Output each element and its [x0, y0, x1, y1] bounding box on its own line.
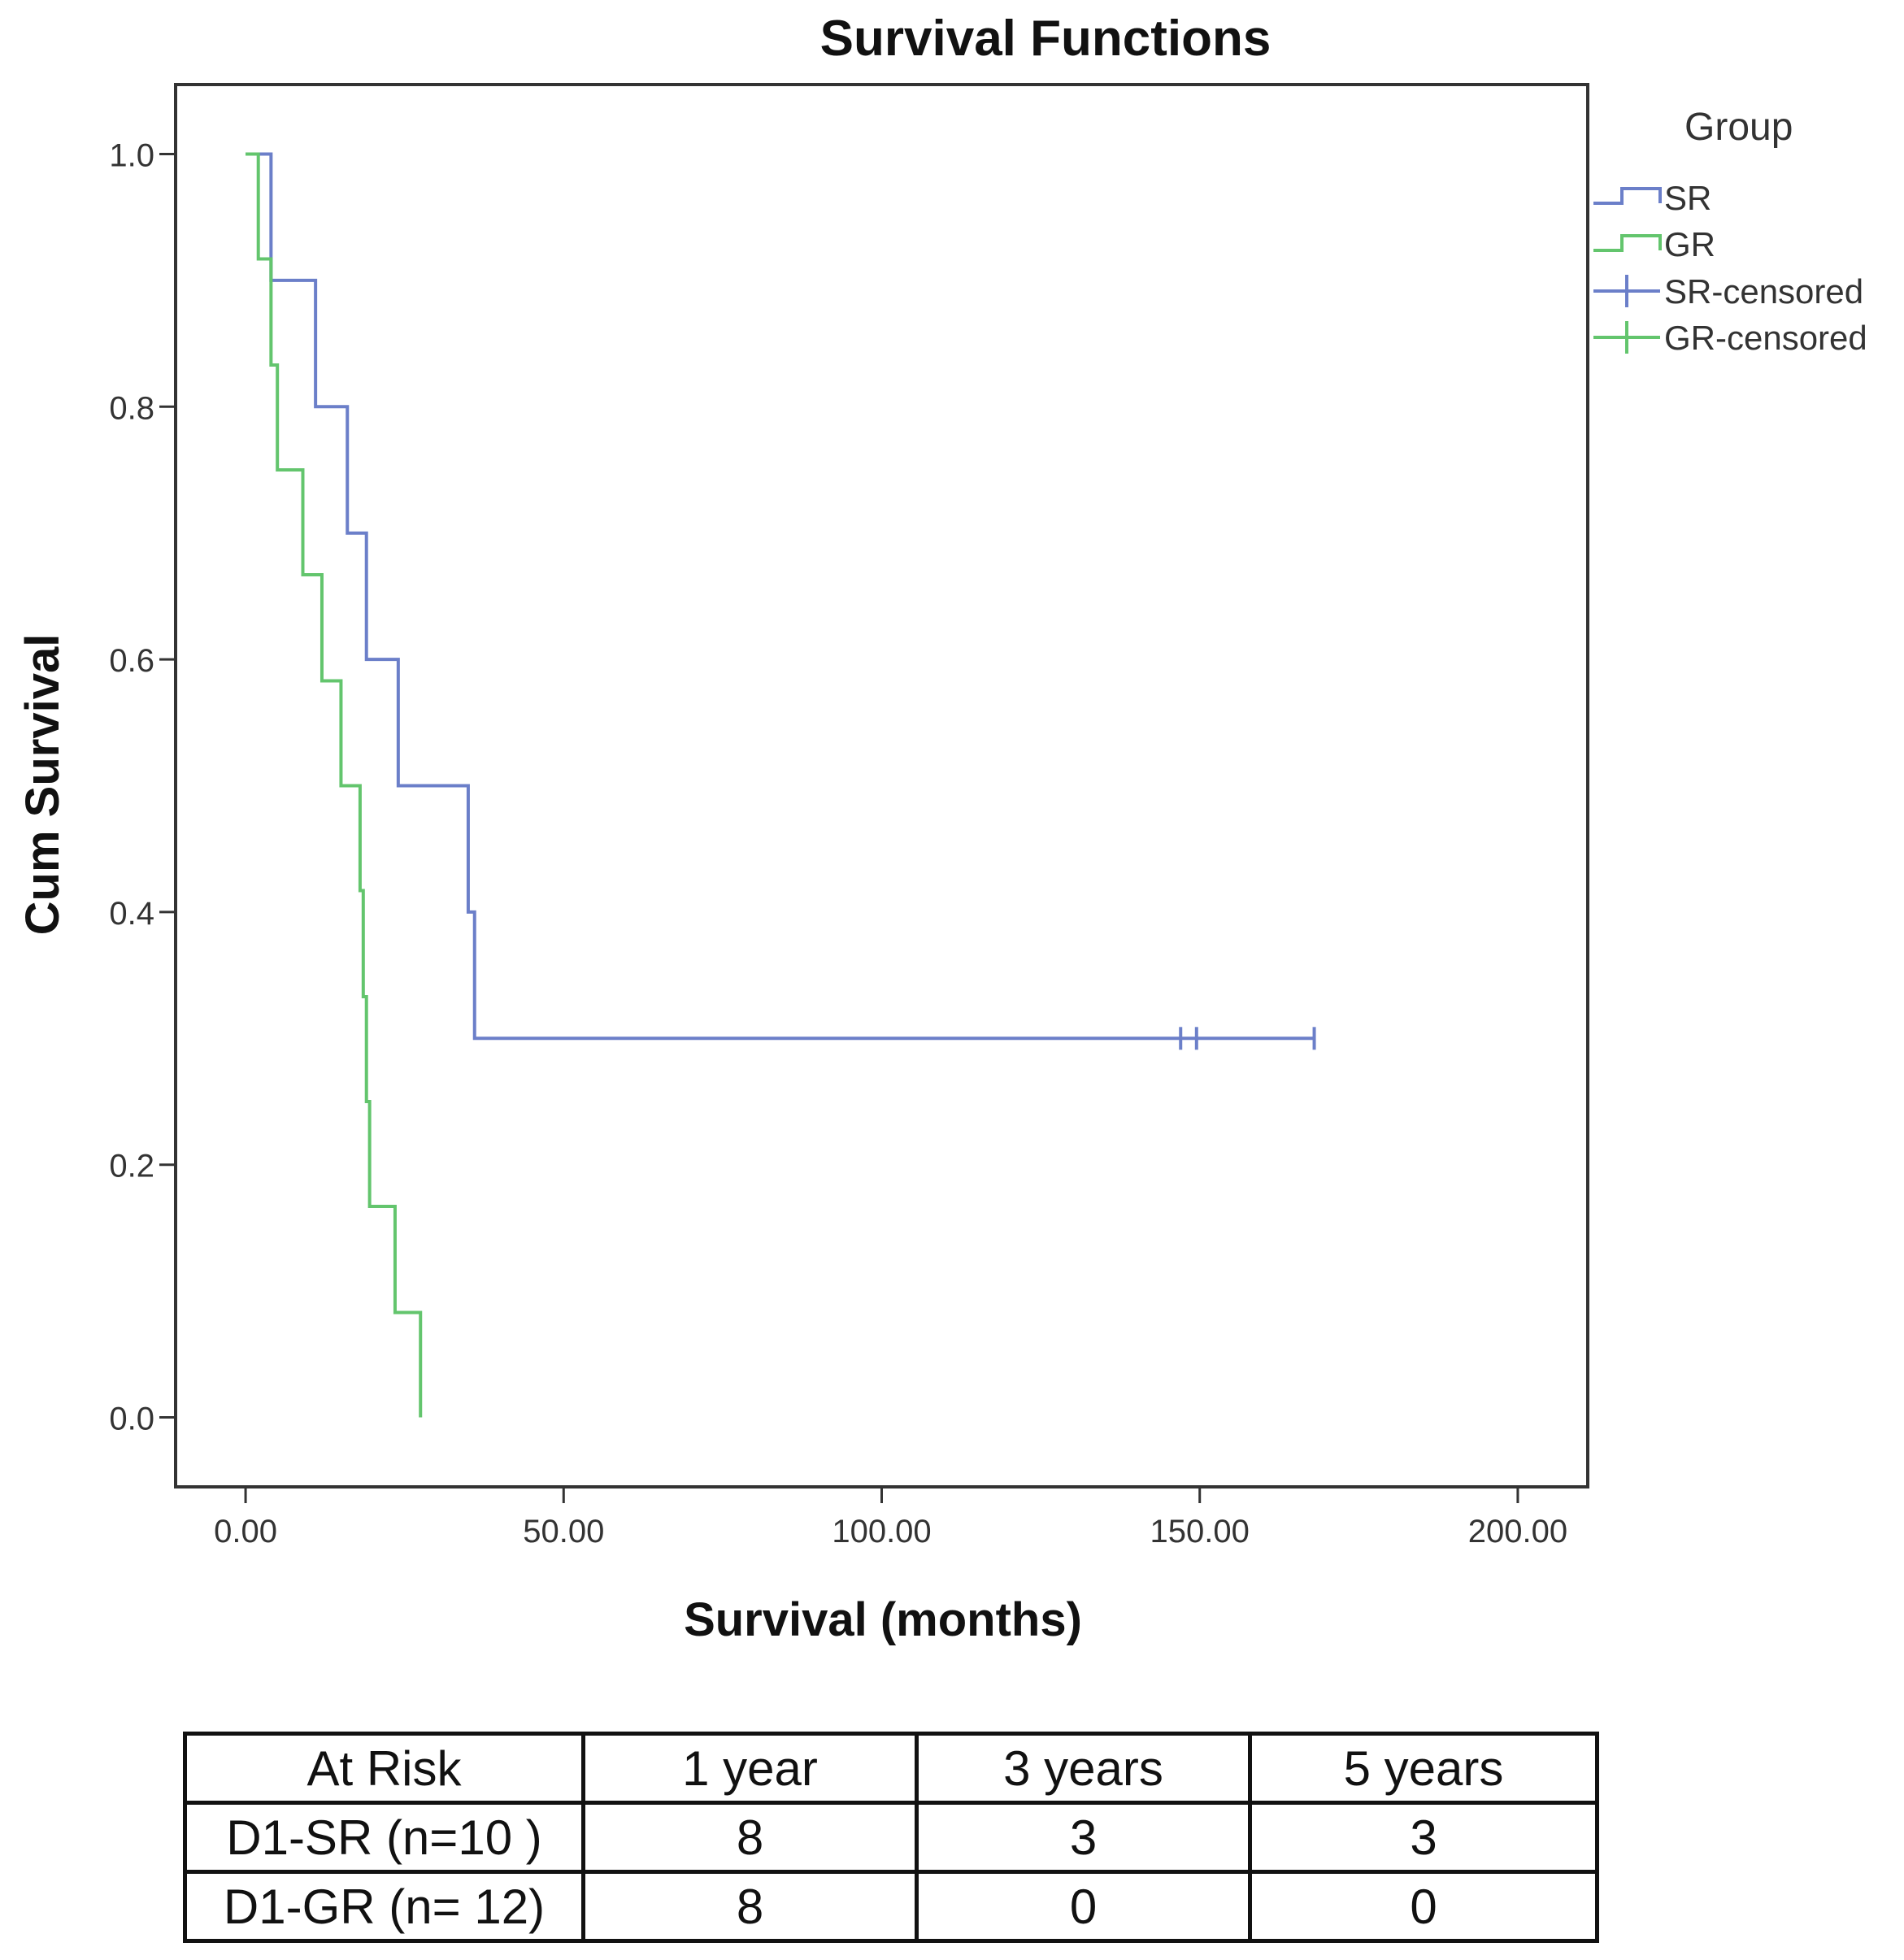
- legend-gr-label: GR: [1664, 225, 1715, 263]
- plot-area: [174, 83, 1589, 1488]
- y-tick-label: 0.6: [109, 643, 154, 679]
- risk-row-label: D1-SR (n=10 ): [183, 1801, 585, 1874]
- y-axis-label: Cum Survival: [16, 634, 69, 936]
- legend-gr-line: [1593, 234, 1662, 252]
- legend-sr-label: SR: [1664, 179, 1711, 217]
- km-curve-gr: [246, 152, 423, 1418]
- risk-cell: 3: [1248, 1801, 1599, 1874]
- risk-cell: 8: [581, 1801, 919, 1874]
- legend-gr-censored-label: GR-censored: [1664, 319, 1867, 357]
- x-tick-label: 0.00: [214, 1514, 277, 1549]
- survival-chart: Survival Functions 0.0 0.2 0.4 0.6 0.8 1.0 0.…: [16, 11, 1867, 1646]
- risk-header-1-year: 1 year: [581, 1732, 919, 1805]
- risk-table-header-row: At Risk 1 year 3 years 5 years: [183, 1732, 1599, 1805]
- y-tick-label: 0.0: [109, 1402, 154, 1437]
- km-curve-sr: [246, 152, 1315, 1041]
- x-tick-label: 50.00: [523, 1514, 604, 1549]
- legend-sr-line: [1593, 187, 1662, 205]
- legend: Group SR GR SR-censored GR-censored: [1593, 106, 1867, 357]
- x-tick-label: 200.00: [1468, 1514, 1567, 1549]
- risk-header-at-risk: At Risk: [183, 1732, 585, 1805]
- risk-row-label: D1-GR (n= 12): [183, 1870, 585, 1943]
- legend-sr-censored-line: [1593, 275, 1660, 307]
- risk-cell: 0: [1248, 1870, 1599, 1943]
- y-axis: 0.0 0.2 0.4 0.6 0.8 1.0: [109, 137, 176, 1437]
- series-layer: [246, 152, 1316, 1418]
- risk-cell: 3: [915, 1801, 1252, 1874]
- y-tick-label: 0.2: [109, 1149, 154, 1184]
- y-tick-label: 0.4: [109, 896, 154, 932]
- chart-title: Survival Functions: [820, 11, 1272, 67]
- legend-gr-censored-line: [1593, 321, 1660, 354]
- y-tick-label: 1.0: [109, 137, 154, 173]
- risk-header-5-years: 5 years: [1248, 1732, 1599, 1805]
- risk-header-3-years: 3 years: [915, 1732, 1252, 1805]
- x-axis: 0.00 50.00 100.00 150.00 200.00: [214, 1487, 1567, 1549]
- x-tick-label: 100.00: [832, 1514, 931, 1549]
- risk-cell: 0: [915, 1870, 1252, 1943]
- risk-table-row: D1-GR (n= 12) 8 0 0: [183, 1870, 1599, 1943]
- x-tick-label: 150.00: [1150, 1514, 1250, 1549]
- x-axis-label: Survival (months): [684, 1593, 1082, 1646]
- at-risk-table: At Risk 1 year 3 years 5 years D1-SR (n=…: [183, 1732, 1599, 1943]
- risk-table-row: D1-SR (n=10 ) 8 3 3: [183, 1801, 1599, 1874]
- y-tick-label: 0.8: [109, 390, 154, 426]
- risk-cell: 8: [581, 1870, 919, 1943]
- legend-title: Group: [1684, 106, 1793, 149]
- legend-sr-censored-label: SR-censored: [1664, 272, 1863, 311]
